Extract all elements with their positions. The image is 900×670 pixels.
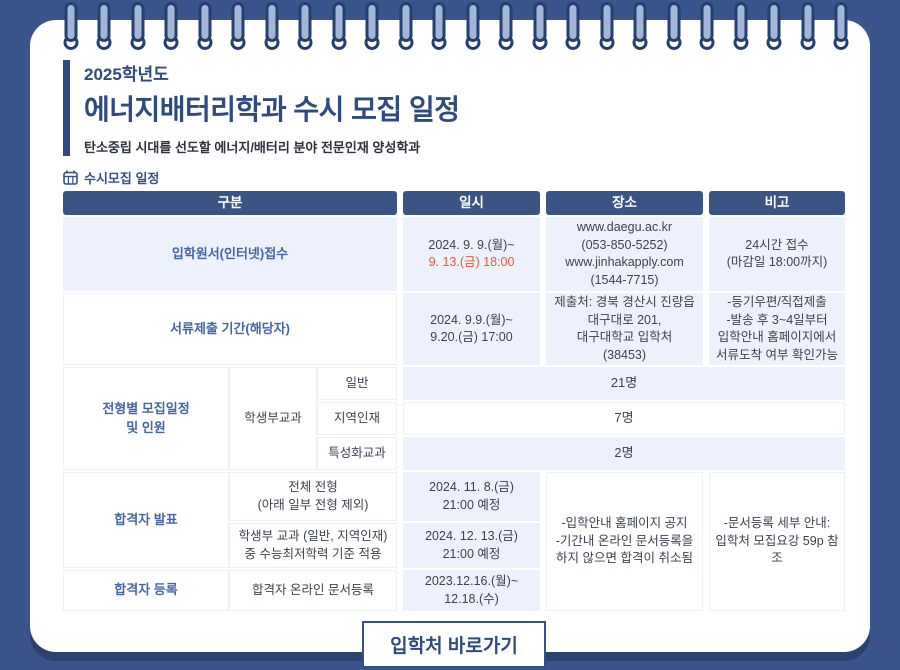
section-label: 수시모집 일정: [84, 170, 160, 186]
binder-ring: [96, 2, 112, 50]
cell-quota-label: 전형별 모집일정 및 인원: [63, 367, 229, 470]
ring-pin-icon: [533, 2, 546, 42]
section-header: 수시모집 일정: [63, 168, 845, 186]
cell-register-label: 합격자 등록: [63, 570, 229, 611]
binder-ring: [63, 2, 78, 50]
cell-results-all-tracks: 전체 전형 (아래 일부 전형 제외): [229, 472, 397, 521]
cell-results-csat-datetime: 2024. 12. 13.(금) 21:00 예정: [403, 523, 540, 568]
cell-documents-remarks: -등기우편/직접제출 -발송 후 3~4일부터 입학안내 홈페이지에서 서류도착…: [709, 293, 845, 365]
ring-pin-icon: [198, 2, 211, 42]
admissions-office-link-button[interactable]: 입학처 바로가기: [362, 621, 546, 668]
binder-ring: [632, 2, 648, 50]
cell-quota-type-general: 일반: [317, 367, 397, 400]
ring-pin-icon: [265, 2, 278, 42]
binder-ring: [130, 2, 145, 50]
cell-documents-datetime: 2024. 9.9.(월)~ 9.20.(금) 17:00: [403, 293, 540, 365]
cell-register-method: 합격자 온라인 문서등록: [229, 570, 397, 611]
col-header-category: 구분: [63, 191, 397, 215]
binder-ring: [297, 2, 313, 50]
binder-ring: [666, 2, 681, 50]
ring-pin-icon: [801, 2, 814, 42]
cell-application-remarks: 24시간 접수 (마감일 18:00까지): [709, 217, 845, 291]
ring-pin-icon: [499, 2, 513, 42]
ring-pin-icon: [667, 2, 680, 42]
ring-pin-icon: [600, 2, 613, 42]
col-header-remarks: 비고: [709, 191, 845, 215]
ring-pin-icon: [399, 2, 412, 42]
binder-ring: [498, 2, 514, 50]
cell-application-label: 입학원서(인터넷)접수: [63, 217, 397, 291]
cell-quota-type-regional: 지역인재: [317, 402, 397, 435]
ring-pin-icon: [97, 2, 111, 42]
ring-pin-icon: [164, 2, 178, 42]
ring-pin-icon: [64, 2, 77, 42]
page-title: 에너지배터리학과 수시 모집 일정: [84, 94, 460, 125]
ring-pin-icon: [298, 2, 312, 42]
ring-pin-icon: [332, 2, 345, 42]
ring-pin-icon: [432, 2, 446, 42]
cell-application-datetime: 2024. 9. 9.(월)~ 9. 13.(금) 18:00: [403, 217, 540, 291]
ring-pin-icon: [566, 2, 580, 42]
binder-ring: [398, 2, 413, 50]
cell-results-all-datetime: 2024. 11. 8.(금) 21:00 예정: [403, 472, 540, 521]
binder-ring: [699, 2, 715, 50]
cell-quota-type-specialized: 특성화교과: [317, 437, 397, 470]
binder-ring: [264, 2, 279, 50]
ring-pin-icon: [466, 2, 479, 42]
binder-ring: [364, 2, 380, 50]
ring-pin-icon: [700, 2, 714, 42]
academic-year-badge: 2025학년도: [84, 65, 169, 84]
cell-results-label: 합격자 발표: [63, 472, 229, 568]
application-start-date: 2024. 9. 9.(월)~: [428, 237, 515, 252]
binder-ring: [599, 2, 614, 50]
ring-pin-icon: [834, 2, 848, 42]
binder-ring: [565, 2, 581, 50]
schedule-table: 구분 일시 장소 비고 입학원서(인터넷)접수 2024. 9. 9.(월)~ …: [63, 191, 845, 611]
ring-pin-icon: [734, 2, 747, 42]
cell-results-remarks: -문서등록 세부 안내: 입학처 모집요강 59p 참조: [709, 472, 845, 611]
cell-documents-label: 서류제출 기간(해당자): [63, 293, 397, 365]
binding-rings: [63, 2, 849, 50]
binder-ring: [230, 2, 246, 50]
cell-quota-count-general: 21명: [403, 367, 845, 400]
cell-documents-location: 제출처: 경북 경산시 진량읍 대구대로 201, 대구대학교 입학처 (384…: [546, 293, 703, 365]
page-title-block: 2025학년도 에너지배터리학과 수시 모집 일정 탄소중립 시대를 선도할 에…: [63, 60, 845, 156]
col-header-datetime: 일시: [403, 191, 540, 215]
cell-register-datetime: 2023.12.16.(월)~ 12.18.(수): [403, 570, 540, 611]
ring-pin-icon: [231, 2, 245, 42]
ring-pin-icon: [767, 2, 781, 42]
cell-quota-count-regional: 7명: [403, 402, 845, 435]
cell-quota-track: 학생부교과: [229, 367, 317, 470]
application-deadline-date: 9. 13.(금) 18:00: [428, 255, 515, 269]
binder-ring: [532, 2, 547, 50]
cell-results-location: -입학안내 홈페이지 공지 -기간내 온라인 문서등록을 하지 않으면 합격이 …: [546, 472, 703, 611]
binder-ring: [465, 2, 480, 50]
cell-results-csat-tracks: 학생부 교과 (일반, 지역인재) 중 수능최저학력 기준 적용: [229, 523, 397, 568]
page-subtitle: 탄소중립 시대를 선도할 에너지/배터리 분야 전문인재 양성학과: [84, 140, 421, 155]
cell-application-location: www.daegu.ac.kr (053-850-5252) www.jinha…: [546, 217, 703, 291]
binder-ring: [733, 2, 748, 50]
binder-ring: [163, 2, 179, 50]
binder-ring: [331, 2, 346, 50]
notice-card: 2025학년도 에너지배터리학과 수시 모집 일정 탄소중립 시대를 선도할 에…: [30, 20, 870, 668]
binder-ring: [766, 2, 782, 50]
cell-quota-count-specialized: 2명: [403, 437, 845, 470]
ring-pin-icon: [131, 2, 144, 42]
ring-pin-icon: [365, 2, 379, 42]
col-header-location: 장소: [546, 191, 703, 215]
binder-ring: [800, 2, 815, 50]
button-row: 입학처 바로가기: [63, 621, 845, 668]
binder-ring: [833, 2, 849, 50]
ring-pin-icon: [633, 2, 647, 42]
schedule-table-icon: [63, 170, 78, 185]
binder-ring: [197, 2, 212, 50]
binder-ring: [431, 2, 447, 50]
